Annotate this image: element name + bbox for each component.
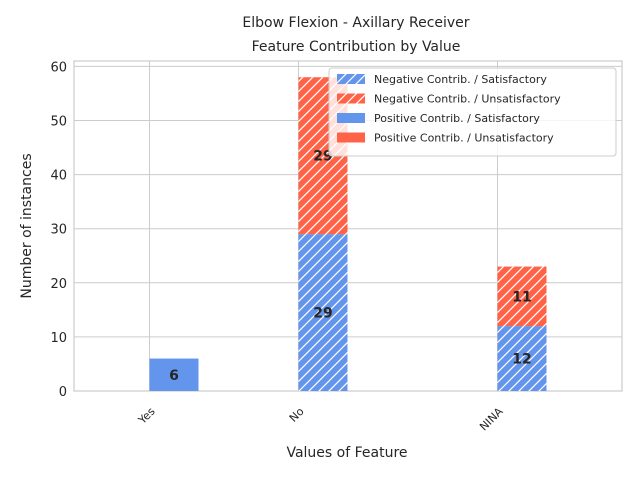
y-tick-label: 20 (50, 277, 67, 292)
y-tick-label: 60 (50, 60, 67, 75)
legend-entry-label: Negative Contrib. / Unsatisfactory (374, 93, 561, 106)
legend-entry-label: Positive Contrib. / Satisfactory (374, 112, 540, 125)
legend: Negative Contrib. / Satisfactory Negative… (328, 67, 617, 157)
bar-hatch (497, 266, 547, 327)
y-tick-label: 50 (50, 115, 67, 130)
bar-value-label: 12 (512, 352, 531, 368)
legend-swatch-hatch (337, 93, 365, 104)
chart-title-line-1: Elbow Flexion - Axillary Receiver (242, 15, 469, 31)
chart-title-line-2: Feature Contribution by Value (252, 39, 461, 55)
legend-swatch (337, 113, 365, 123)
x-tick-label: NINA (477, 405, 506, 434)
bar-segment (149, 358, 199, 391)
x-axis-label: Values of Feature (286, 445, 407, 461)
bar-hatch (298, 234, 348, 391)
bar-value-label: 6 (169, 368, 179, 384)
legend-entry-label: Positive Contrib. / Unsatisfactory (374, 132, 554, 145)
plot-frame (73, 60, 623, 392)
bar-value-label: 11 (512, 289, 531, 305)
bar-value-label: 29 (313, 149, 332, 165)
y-tick-label: 10 (50, 331, 67, 346)
bar-hatch (497, 326, 547, 391)
y-tick-label: 0 (59, 385, 67, 400)
x-tick-label: No (287, 405, 307, 425)
y-tick-label: 30 (50, 223, 67, 238)
x-tick-label: Yes (135, 405, 158, 428)
bar-value-label: 29 (313, 306, 332, 322)
y-axis-label: Number of instances (19, 153, 35, 298)
legend-swatch (337, 132, 365, 143)
legend-box (328, 67, 617, 157)
legend-entry-label: Negative Contrib. / Satisfactory (374, 73, 547, 86)
legend-swatch-hatch (337, 74, 365, 84)
y-tick-label: 40 (50, 169, 67, 184)
